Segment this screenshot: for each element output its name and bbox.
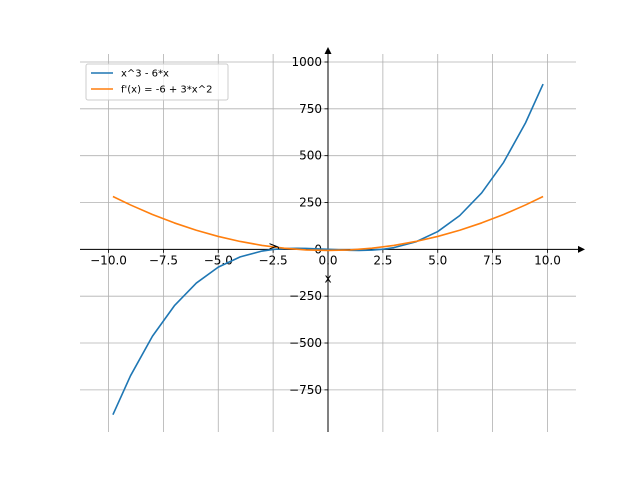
axes bbox=[80, 47, 585, 432]
y-tick-label: −500 bbox=[289, 336, 322, 350]
x-axis-label: x bbox=[324, 271, 331, 285]
ticks: −10.0 −7.5 −5.0 −2.5 0.0 2.5 5.0 7.5 10.0 −750 −50… bbox=[90, 55, 561, 397]
x-tick-label: −10.0 bbox=[90, 253, 127, 267]
y-tick-label: −750 bbox=[289, 383, 322, 397]
x-tick-label: 0.0 bbox=[318, 253, 337, 267]
y-tick-label: 250 bbox=[299, 196, 322, 210]
y-tick-label: 750 bbox=[299, 102, 322, 116]
y-axis-arrow-icon bbox=[324, 47, 332, 54]
x-tick-label: −5.0 bbox=[204, 253, 233, 267]
x-tick-label: −7.5 bbox=[149, 253, 178, 267]
series-line-1 bbox=[112, 83, 544, 415]
legend-label-1: x^3 - 6*x bbox=[121, 69, 169, 80]
legend: x^3 - 6*x f'(x) = -6 + 3*x^2 bbox=[85, 63, 229, 101]
y-axis-label: y bbox=[265, 243, 279, 250]
series bbox=[112, 83, 544, 415]
x-tick-label: 7.5 bbox=[483, 253, 502, 267]
x-axis-arrow-icon bbox=[578, 245, 585, 253]
x-tick-label: 5.0 bbox=[428, 253, 447, 267]
y-tick-label: −250 bbox=[289, 289, 322, 303]
legend-label-2: f'(x) = -6 + 3*x^2 bbox=[121, 85, 212, 96]
series-line-2 bbox=[112, 195, 544, 252]
y-tick-label: 1000 bbox=[291, 55, 322, 69]
x-tick-label: 10.0 bbox=[534, 253, 561, 267]
y-tick-label: 500 bbox=[299, 149, 322, 163]
legend-box bbox=[85, 63, 229, 101]
x-tick-label: 2.5 bbox=[373, 253, 392, 267]
x-tick-label: −2.5 bbox=[259, 253, 288, 267]
